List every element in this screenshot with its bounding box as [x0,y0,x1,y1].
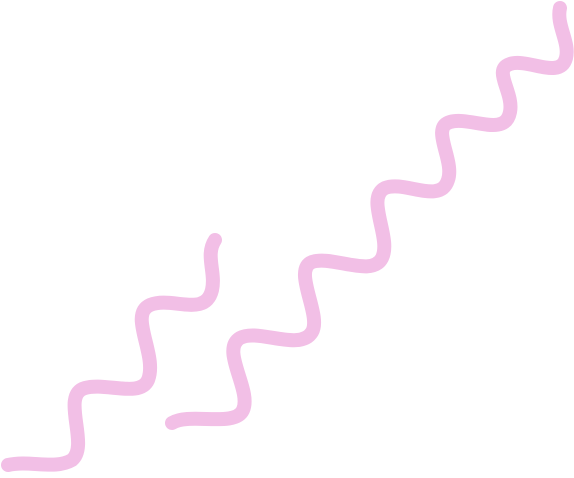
long-squiggle [165,1,574,430]
short-squiggle [1,233,222,472]
